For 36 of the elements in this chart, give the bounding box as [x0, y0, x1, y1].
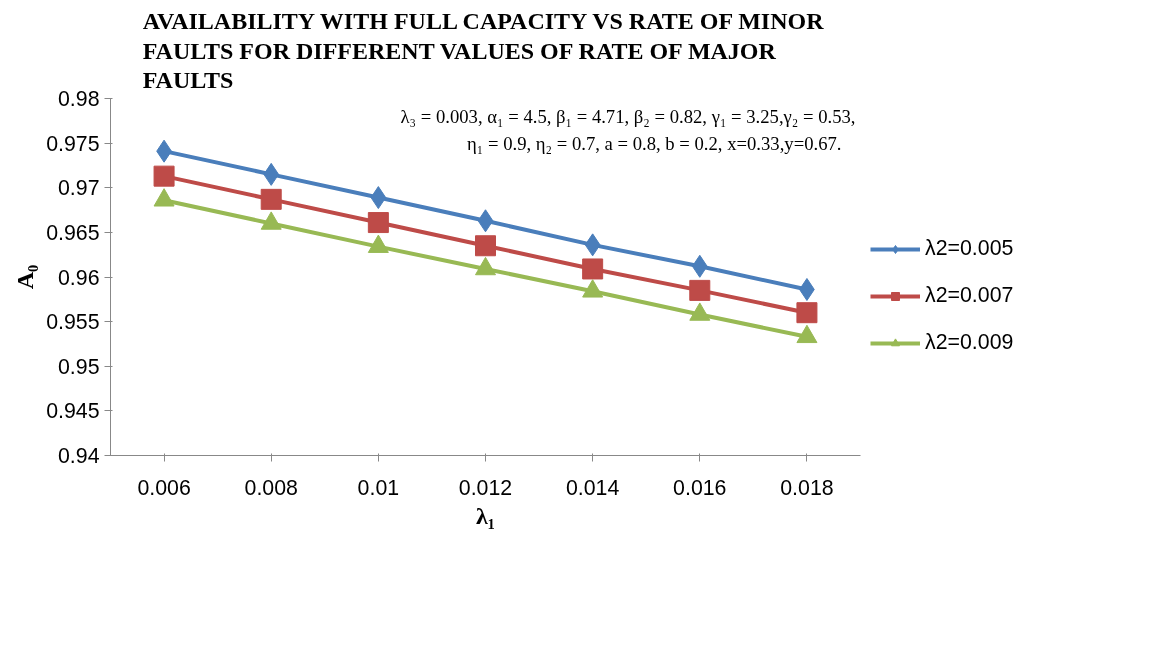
y-tick-label: 0.96	[57, 265, 100, 290]
y-tick-label: 0.945	[46, 399, 100, 424]
y-tick-label: 0.95	[57, 354, 100, 379]
x-tick-label: 0.018	[780, 475, 834, 500]
chart-title: AVAILABILITY WITH FULL CAPACITY VS RATE OF MINOR FAULTS FOR DIFFERENT VALUES OF RATE OF MAJOR FAULTS	[142, 7, 825, 94]
point	[263, 162, 280, 186]
legend-label: λ2=0.005	[925, 236, 1014, 261]
x-tick-label: 0.006	[137, 475, 191, 500]
point	[582, 258, 604, 280]
x-tick-label: 0.016	[673, 475, 727, 500]
y-tick-label: 0.955	[46, 310, 100, 335]
y-tick-label: 0.94	[57, 444, 100, 468]
point	[260, 188, 282, 210]
x-tick-label: 0.012	[458, 475, 513, 500]
point	[475, 235, 496, 257]
x-tick-label: 0.014	[565, 475, 620, 500]
x-tick-label: 0.008	[244, 475, 298, 500]
point	[689, 279, 711, 301]
point	[796, 302, 818, 324]
y-tick-label: 0.975	[46, 131, 100, 156]
y-tick-label: 0.965	[46, 220, 100, 245]
y-tick-label: 0.98	[57, 87, 100, 111]
y-axis-title: A₀	[12, 264, 39, 290]
x-axis-title: λ₁	[476, 502, 495, 529]
point	[584, 233, 601, 257]
point	[477, 209, 494, 233]
legend-label: λ2=0.007	[925, 283, 1014, 308]
point	[370, 186, 387, 210]
legend-label: λ2=0.009	[925, 330, 1014, 355]
point	[153, 165, 175, 187]
annotation: λ₃ = 0.003, α₁ = 4.5, β₁ = 4.71, β₂ = 0.82, γ₁ = 3.25,γ₂ = 0.53,	[400, 105, 856, 127]
x-tick-label: 0.01	[357, 475, 400, 500]
point	[691, 254, 708, 278]
point	[367, 212, 389, 234]
annotation: η₁ = 0.9, η₂ = 0.7, a = 0.8, b = 0.2, x=0.33,y=0.67.	[467, 132, 842, 154]
y-tick-label: 0.97	[57, 176, 100, 201]
